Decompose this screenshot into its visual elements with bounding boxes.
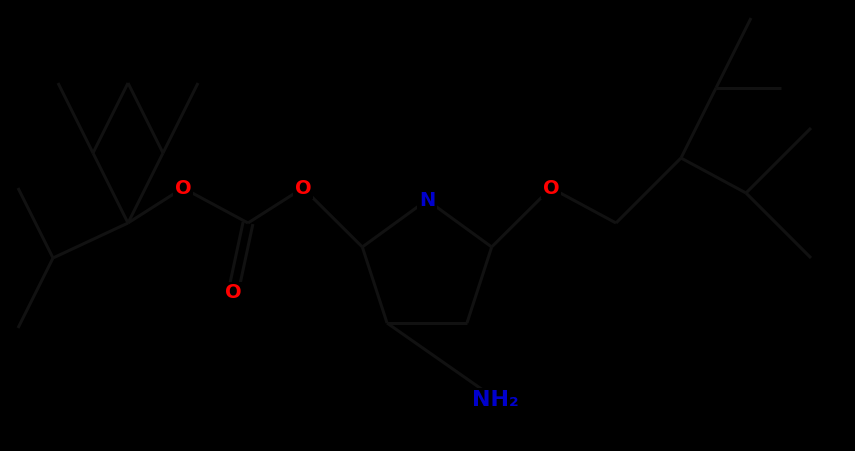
Text: O: O (174, 179, 192, 198)
Text: O: O (295, 179, 311, 198)
Text: O: O (225, 284, 241, 303)
Text: NH₂: NH₂ (472, 390, 518, 410)
Text: N: N (419, 190, 435, 210)
Text: O: O (543, 179, 559, 198)
